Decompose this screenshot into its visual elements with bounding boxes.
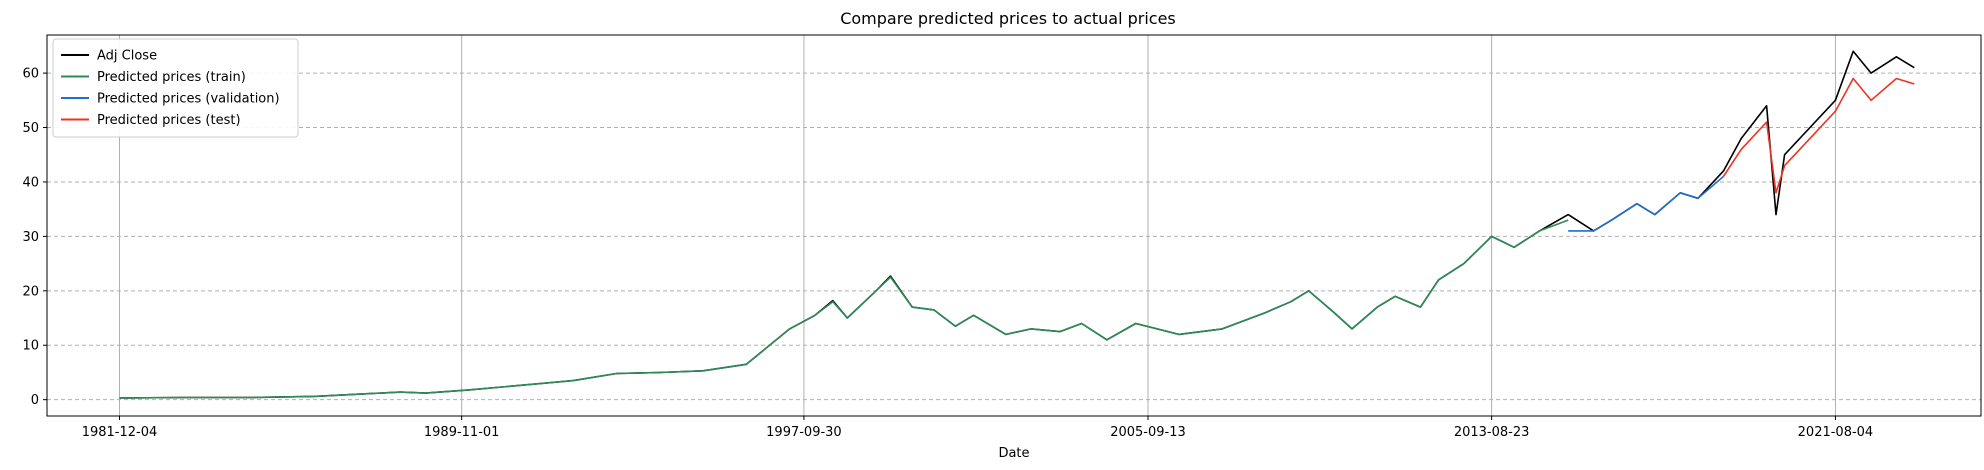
x-axis-ticks: 1981-12-04 1989-11-01 1997-09-30 2005-09-13… [82, 416, 1874, 440]
series-line-2 [1568, 175, 1724, 232]
x-tick-label: 1981-12-04 [82, 425, 158, 440]
y-axis-ticks: 0 10 20 30 40 50 60 [22, 67, 47, 408]
x-axis-label: Date [998, 446, 1029, 461]
series-line-3 [1722, 77, 1915, 194]
legend-box [52, 38, 299, 138]
chart-title: Compare predicted prices to actual price… [840, 9, 1176, 28]
y-tick-label: 10 [22, 339, 39, 354]
x-tick-label: 2005-09-13 [1110, 425, 1186, 440]
x-tick-label: 2021-08-04 [1798, 425, 1874, 440]
y-tick-label: 40 [22, 175, 39, 190]
x-tick-label: 1997-09-30 [766, 425, 842, 440]
y-tick-label: 20 [22, 284, 39, 299]
series-layer [119, 50, 1915, 399]
legend-label-3: Predicted prices (test) [97, 113, 241, 128]
legend-label-1: Predicted prices (train) [97, 70, 246, 85]
y-tick-label: 50 [22, 121, 39, 136]
series-line-1 [119, 219, 1569, 399]
legend-label-0: Adj Close [97, 49, 157, 64]
x-tick-label: 1989-11-01 [424, 425, 500, 440]
x-tick-label: 2013-08-23 [1454, 425, 1530, 440]
legend-label-2: Predicted prices (validation) [97, 92, 280, 107]
legend: Adj Close Predicted prices (train) Predict… [52, 38, 299, 138]
y-tick-label: 0 [31, 393, 39, 408]
y-tick-label: 30 [22, 230, 39, 245]
y-tick-label: 60 [22, 67, 39, 82]
series-line-0 [119, 50, 1915, 399]
plot-area-frame [46, 34, 1982, 417]
grid-lines [47, 35, 1981, 416]
